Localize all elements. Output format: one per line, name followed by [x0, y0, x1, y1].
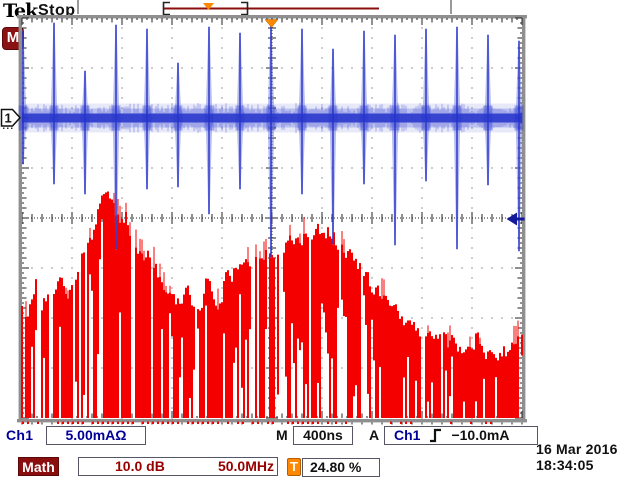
trigger-level-arrow	[506, 212, 525, 226]
scope-markers: 1	[0, 19, 525, 226]
time-text: 18:34:05	[536, 457, 594, 473]
status-divider-2	[450, 0, 452, 14]
status-divider	[77, 0, 79, 14]
math-db-per-div: 10.0 dB	[115, 458, 165, 474]
math-fft-trace	[21, 191, 523, 424]
trigger-level: −10.0mA	[451, 427, 510, 443]
ch1-ground-marker: 1	[0, 108, 22, 129]
trigger-readout: Ch1 −10.0mA	[384, 426, 538, 445]
trigger-position-marker	[264, 19, 279, 28]
ch1-trace	[18, 22, 524, 258]
record-trigger-position-icon	[203, 3, 214, 10]
ch1-label: Ch1	[6, 427, 34, 443]
math-scale-readout: 10.0 dB 50.0MHz	[78, 457, 278, 476]
math-hz-per-div: 50.0MHz	[217, 458, 274, 474]
datetime-block: 16 Mar 2016 18:34:05	[536, 441, 638, 473]
rising-edge-icon	[430, 428, 442, 443]
trigger-label: A	[369, 427, 380, 443]
timebase-label: M	[276, 427, 288, 443]
date-text: 16 Mar 2016	[536, 441, 618, 457]
trigger-source: Ch1	[394, 427, 421, 443]
acquisition-state: Stop	[38, 2, 76, 19]
window-right-bracket	[241, 1, 249, 16]
timebase-readout: 400ns	[293, 426, 353, 445]
record-view-indicator	[162, 1, 379, 16]
ch1-marker-number: 1	[5, 111, 12, 126]
window-left-bracket	[162, 1, 170, 16]
ch1-scale-readout: 5.00mAΩ	[46, 426, 146, 445]
trigger-holdoff-badge: T	[287, 458, 301, 476]
holdoff-readout: 24.80 %	[302, 458, 380, 477]
math-badge: Math	[18, 457, 59, 476]
